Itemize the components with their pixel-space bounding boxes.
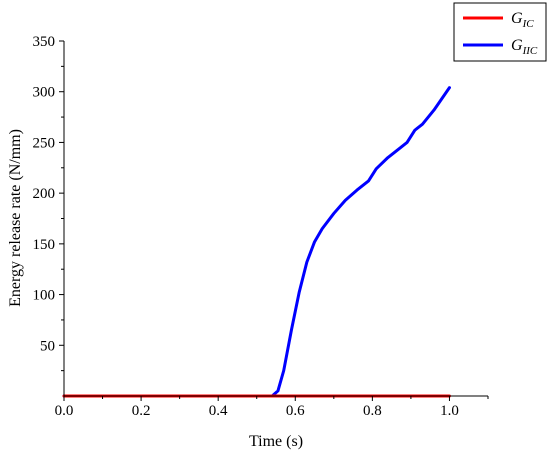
x-tick-label: 0.2: [132, 403, 151, 419]
legend-label: GIC: [511, 10, 534, 30]
y-tick-label: 250: [33, 135, 56, 151]
x-tick-label: 0.8: [363, 403, 382, 419]
plot-area: [62, 86, 451, 398]
y-tick-label: 100: [33, 288, 56, 304]
x-axis-title: Time (s): [249, 433, 303, 450]
x-tick-label: 1.0: [440, 403, 459, 419]
y-axis-title: Energy release rate (N/mm): [7, 129, 24, 307]
x-tick-label: 0.6: [286, 403, 305, 419]
series-line-g-iic: [62, 86, 451, 398]
x-tick-label: 0.4: [209, 403, 228, 419]
legend-label: GIIC: [511, 37, 538, 57]
y-tick-label: 150: [33, 237, 56, 253]
y-tick-label: 50: [40, 338, 55, 354]
y-tick-label: 350: [33, 34, 56, 50]
y-tick-label: 200: [33, 186, 56, 202]
legend: GIC GIIC: [453, 2, 547, 62]
x-tick-label: 0.0: [55, 403, 74, 419]
legend-box: [453, 2, 547, 62]
y-tick-label: 300: [33, 85, 56, 101]
axes: 0.0 0.2 0.4 0.6 0.8 1.0 50 100 150 200 250 300 350: [33, 34, 489, 419]
